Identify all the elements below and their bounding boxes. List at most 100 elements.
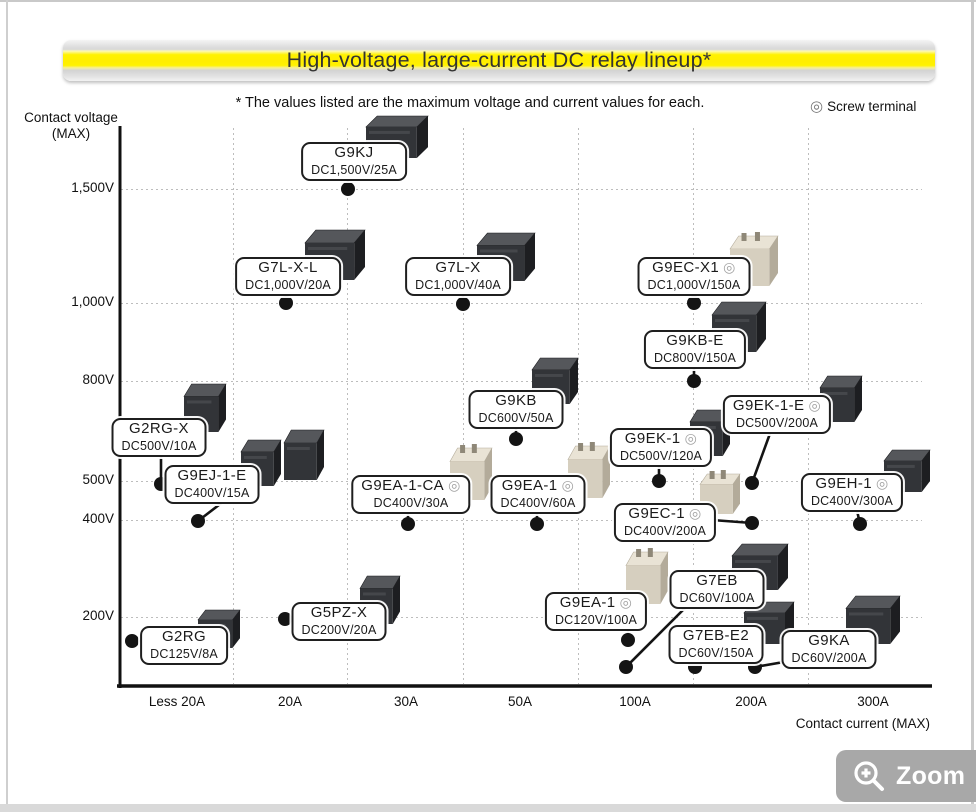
relay-callout-g9eh-1: G9EH-1 ◎ DC400V/300A bbox=[800, 473, 904, 513]
relay-spec: DC1,500V/25A bbox=[311, 162, 397, 177]
y-tick-label: 500V bbox=[82, 472, 114, 487]
data-point-dot bbox=[530, 517, 544, 531]
y-axis-title: Contact voltage (MAX) bbox=[24, 110, 118, 142]
relay-name: G9EA-1 ◎ bbox=[559, 594, 633, 611]
x-tick-label: Less 20A bbox=[148, 694, 206, 709]
data-point-dot bbox=[621, 633, 635, 647]
relay-callout-g7eb: G7EB DC60V/100A bbox=[669, 570, 765, 610]
screw-terminal-icon: ◎ bbox=[808, 397, 822, 413]
relay-callout-g7eb-e2: G7EB-E2 DC60V/150A bbox=[668, 625, 764, 665]
magnifier-plus-icon bbox=[854, 761, 884, 791]
data-point-dot bbox=[341, 182, 355, 196]
relay-callout-g2rg: G2RG DC125V/8A bbox=[140, 626, 228, 666]
relay-spec: DC200V/20A bbox=[301, 622, 377, 637]
y-tick-label: 1,500V bbox=[71, 180, 114, 195]
screw-terminal-icon: ◎ bbox=[619, 594, 633, 610]
screw-terminal-icon: ◎ bbox=[875, 475, 889, 491]
relay-name: G9EK-1-E ◎ bbox=[732, 397, 822, 414]
screw-terminal-icon: ◎ bbox=[688, 505, 702, 521]
relay-callout-g9kb-e: G9KB-E DC800V/150A bbox=[643, 330, 747, 370]
relay-spec: DC1,000V/40A bbox=[415, 277, 501, 292]
y-tick-label: 400V bbox=[82, 511, 114, 526]
x-tick-label: 300A bbox=[857, 694, 889, 709]
relay-callout-g7l-x-l: G7L-X-L DC1,000V/20A bbox=[235, 257, 341, 297]
x-axis-title: Contact current (MAX) bbox=[795, 716, 930, 731]
relay-spec: DC1,000V/20A bbox=[245, 277, 331, 292]
data-point-dot bbox=[401, 517, 415, 531]
relay-name: G7EB bbox=[696, 572, 738, 589]
relay-spec: DC600V/50A bbox=[478, 410, 554, 425]
data-point-dot bbox=[191, 514, 205, 528]
relay-name: G9EC-1 ◎ bbox=[628, 505, 702, 522]
data-point-dot bbox=[125, 634, 139, 648]
callout-connector bbox=[750, 426, 774, 485]
relay-callout-g9kj: G9KJ DC1,500V/25A bbox=[301, 142, 407, 182]
x-tick-label: 100A bbox=[619, 694, 651, 709]
relay-callout-g9ea-1-ca: G9EA-1-CA ◎ DC400V/30A bbox=[351, 475, 471, 515]
relay-name: G5PZ-X bbox=[310, 604, 368, 621]
zoom-button-label: Zoom bbox=[896, 761, 966, 790]
screw-terminal-icon: ◎ bbox=[561, 477, 575, 493]
data-point-dot bbox=[687, 296, 701, 310]
data-point-dot bbox=[853, 517, 867, 531]
zoom-button[interactable]: Zoom bbox=[836, 750, 976, 802]
relay-name: G7EB-E2 bbox=[682, 627, 750, 644]
data-point-dot bbox=[279, 296, 293, 310]
y-tick-label: 1,000V bbox=[71, 294, 114, 309]
data-point-dot bbox=[619, 660, 633, 674]
relay-callout-g2rg-x: G2RG-X DC500V/10A bbox=[111, 418, 207, 458]
relay-callout-g9kb: G9KB DC600V/50A bbox=[468, 390, 564, 430]
relay-spec: DC400V/200A bbox=[623, 523, 707, 538]
x-tick-label: 50A bbox=[507, 694, 533, 709]
relay-spec: DC60V/200A bbox=[791, 650, 867, 665]
relay-name: G9KB-E bbox=[666, 332, 724, 349]
data-point-dot bbox=[456, 297, 470, 311]
relay-name: G9EH-1 ◎ bbox=[815, 475, 889, 492]
relay-spec: DC400V/60A bbox=[500, 495, 576, 510]
relay-callout-g7l-x: G7L-X DC1,000V/40A bbox=[405, 257, 511, 297]
relay-spec: DC500V/10A bbox=[121, 438, 197, 453]
page-title: High-voltage, large-current DC relay lin… bbox=[286, 48, 712, 72]
relay-spec: DC120V/100A bbox=[554, 612, 638, 627]
screw-terminal-legend: ◎ Screw terminal bbox=[810, 99, 916, 114]
relay-callout-g9ea-1: G9EA-1 ◎ DC120V/100A bbox=[544, 592, 648, 632]
data-point-dot bbox=[278, 612, 292, 626]
relay-callout-g9ka: G9KA DC60V/200A bbox=[781, 630, 877, 670]
relay-name: G9EJ-1-E bbox=[177, 467, 247, 484]
relay-callout-g9ek-1: G9EK-1 ◎ DC500V/120A bbox=[609, 428, 713, 468]
relay-spec: DC60V/100A bbox=[679, 590, 755, 605]
data-point-dot bbox=[745, 476, 759, 490]
relay-spec: DC400V/300A bbox=[810, 493, 894, 508]
relay-name: G9KJ bbox=[334, 144, 374, 161]
relay-callout-g9ek-1-e: G9EK-1-E ◎ DC500V/200A bbox=[722, 395, 832, 435]
relay-callout-g9ec-x1: G9EC-X1 ◎ DC1,000V/150A bbox=[637, 257, 751, 297]
relay-spec: DC60V/150A bbox=[678, 645, 754, 660]
x-tick-label: 30A bbox=[393, 694, 419, 709]
page-border-top bbox=[0, 0, 976, 2]
screw-terminal-icon: ◎ bbox=[723, 259, 736, 275]
relay-name: G2RG bbox=[161, 628, 207, 645]
relay-name: G7L-X bbox=[435, 259, 481, 276]
relay-callout-g9ec-1: G9EC-1 ◎ DC400V/200A bbox=[613, 503, 717, 543]
relay-name: G9EA-1-CA ◎ bbox=[361, 477, 461, 494]
relay-name: G9EK-1 ◎ bbox=[624, 430, 698, 447]
relay-photo bbox=[283, 429, 325, 480]
relay-name: G9KB bbox=[495, 392, 537, 409]
relay-name: G9EC-X1 ◎ bbox=[652, 259, 736, 276]
screw-terminal-icon: ◎ bbox=[810, 98, 824, 115]
page-border-bottom bbox=[0, 804, 976, 812]
x-tick-label: 200A bbox=[735, 694, 767, 709]
relay-callout-g9ea-1: G9EA-1 ◎ DC400V/60A bbox=[490, 475, 586, 515]
relay-spec: DC500V/200A bbox=[735, 415, 819, 430]
screw-terminal-icon: ◎ bbox=[684, 430, 698, 446]
relay-name: G7L-X-L bbox=[258, 259, 318, 276]
title-banner: High-voltage, large-current DC relay lin… bbox=[63, 40, 935, 81]
legend-label: Screw terminal bbox=[827, 99, 917, 114]
relay-spec: DC500V/120A bbox=[619, 448, 703, 463]
x-tick-label: 20A bbox=[277, 694, 303, 709]
relay-spec: DC800V/150A bbox=[653, 350, 737, 365]
relay-spec: DC125V/8A bbox=[150, 646, 218, 661]
chart-note: * The values listed are the maximum volt… bbox=[235, 95, 705, 111]
screw-terminal-icon: ◎ bbox=[448, 477, 461, 493]
